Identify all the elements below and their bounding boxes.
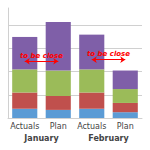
svg-text:February: February xyxy=(88,134,129,143)
svg-text:Plan: Plan xyxy=(50,122,67,131)
svg-text:to be close: to be close xyxy=(87,50,130,58)
svg-text:January: January xyxy=(23,134,59,143)
svg-text:Actuals: Actuals xyxy=(10,122,39,131)
svg-text:Actuals: Actuals xyxy=(77,122,106,131)
svg-text:Plan: Plan xyxy=(117,122,134,131)
svg-text:to be close: to be close xyxy=(20,52,63,60)
